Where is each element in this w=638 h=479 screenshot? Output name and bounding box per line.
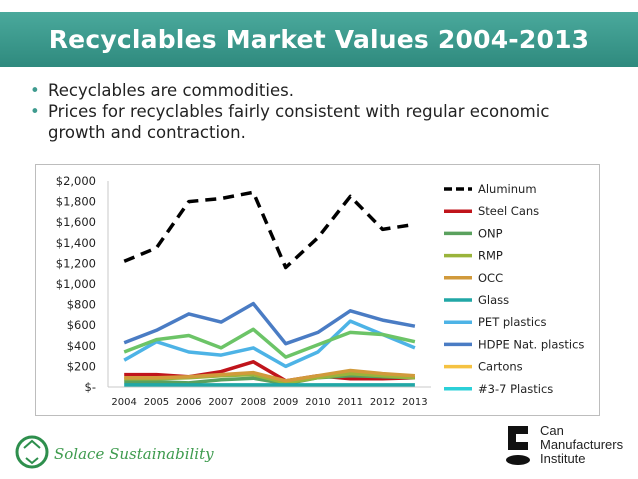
bullet-list: • Recyclables are commodities. • Prices … <box>30 80 590 143</box>
x-tick-label: 2008 <box>241 397 266 408</box>
cmi-line-1: Can <box>540 423 564 438</box>
legend-label-rmp: RMP <box>478 249 503 263</box>
series-line-pet-plastics <box>123 319 416 369</box>
y-tick-label: $400 <box>67 339 96 353</box>
bullet-item: • Prices for recyclables fairly consiste… <box>30 101 590 143</box>
x-tick-label: 2009 <box>273 397 298 408</box>
series-line-green-extra <box>123 327 416 359</box>
legend-label-3-7-plastics: #3-7 Plastics <box>478 382 553 396</box>
recycle-arrows-icon <box>23 439 41 465</box>
legend-label-pet-plastics: PET plastics <box>478 315 546 329</box>
y-tick-label: $800 <box>67 298 96 312</box>
bullet-icon: • <box>30 102 40 121</box>
legend-label-occ: OCC <box>478 271 503 285</box>
bullet-icon: • <box>30 81 40 100</box>
y-tick-label: $1,800 <box>56 195 96 209</box>
cmi-line-3: Institute <box>540 451 586 466</box>
solace-logo-graphic: Solace Sustainability <box>15 435 214 469</box>
series-line-occ <box>124 368 416 383</box>
legend-label-glass: Glass <box>478 293 509 307</box>
slide-title: Recyclables Market Values 2004-2013 <box>48 25 590 54</box>
legend-label-steel-cans: Steel Cans <box>478 204 539 218</box>
solace-logo-text: Solace Sustainability <box>54 445 214 463</box>
cmi-logo: Can Manufacturers Institute <box>500 420 638 470</box>
x-tick-label: 2004 <box>111 397 136 408</box>
line-chart: $- $200 $400 $600 $800 $1,000 $1,200 $1,400 $1,6… <box>56 174 585 408</box>
series-line-aluminum <box>123 190 416 270</box>
x-tick-label: 2011 <box>338 397 363 408</box>
bullet-item: • Recyclables are commodities. <box>30 80 590 101</box>
y-tick-label: $1,200 <box>56 256 96 270</box>
y-tick-label: $1,000 <box>56 277 96 291</box>
solace-logo: Solace Sustainability <box>14 434 234 470</box>
x-tick-label: 2010 <box>305 397 330 408</box>
series-line-hdpe-nat-plastics <box>123 301 416 346</box>
y-tick-label: $- <box>85 380 96 394</box>
y-tick-label: $200 <box>67 359 96 373</box>
y-tick-label: $600 <box>67 318 96 332</box>
x-tick-label: 2006 <box>176 397 201 408</box>
y-tick-label: $1,400 <box>56 236 96 250</box>
legend-label-cartons: Cartons <box>478 360 523 374</box>
recycle-icon <box>15 435 49 469</box>
x-tick-label: 2005 <box>144 397 169 408</box>
chart-frame: $- $200 $400 $600 $800 $1,000 $1,200 $1,400 $1,6… <box>35 164 600 416</box>
legend-label-onp: ONP <box>478 226 503 240</box>
cmi-logo-icon <box>508 426 528 450</box>
legend-label-hdpe-nat-plastics: HDPE Nat. plastics <box>478 337 584 351</box>
x-tick-label: 2013 <box>402 397 427 408</box>
y-tick-label: $1,600 <box>56 215 96 229</box>
cmi-line-2: Manufacturers <box>540 437 624 452</box>
cmi-can-icon <box>506 455 530 465</box>
cmi-logo-graphic: Can Manufacturers Institute <box>506 423 624 466</box>
bullet-text: Prices for recyclables fairly consistent… <box>48 102 550 142</box>
legend-label-aluminum: Aluminum <box>478 182 537 196</box>
y-tick-label: $2,000 <box>56 174 96 188</box>
x-tick-label: 2012 <box>370 397 395 408</box>
title-bar <box>0 12 638 67</box>
bullet-text: Recyclables are commodities. <box>48 81 294 100</box>
x-tick-label: 2007 <box>208 397 233 408</box>
